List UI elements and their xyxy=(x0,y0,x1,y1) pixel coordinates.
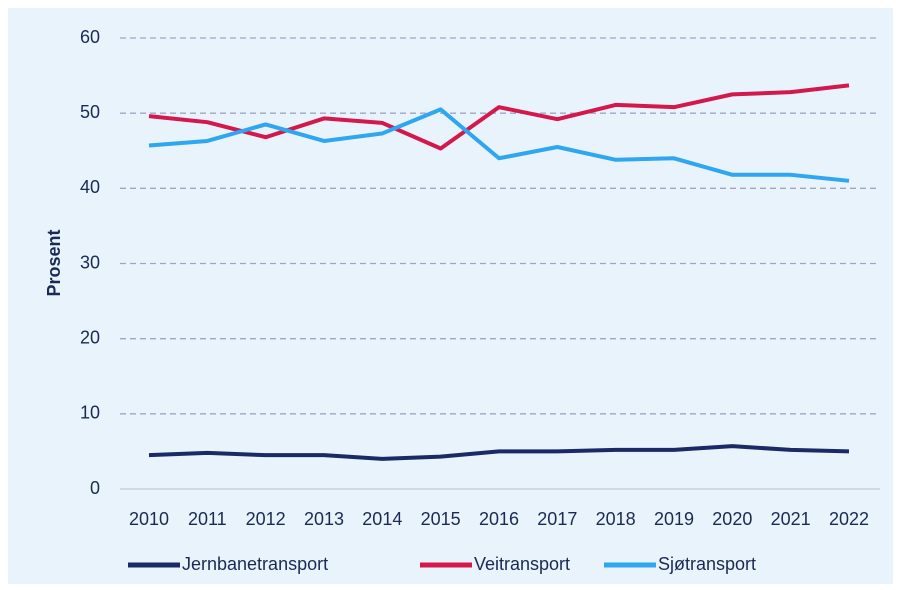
x-tick-label: 2014 xyxy=(362,509,402,529)
y-tick-label: 30 xyxy=(80,252,100,272)
x-tick-label: 2022 xyxy=(829,509,869,529)
x-tick-label: 2015 xyxy=(421,509,461,529)
x-tick-label: 2013 xyxy=(304,509,344,529)
chart-background xyxy=(8,8,893,584)
x-tick-label: 2021 xyxy=(771,509,811,529)
legend-label: Sjøtransport xyxy=(658,554,756,574)
legend-label: Jernbanetransport xyxy=(182,554,328,574)
line-series xyxy=(148,444,850,461)
y-axis-label: Prosent xyxy=(44,229,64,296)
y-tick-label: 0 xyxy=(90,478,100,498)
x-tick-label: 2018 xyxy=(596,509,636,529)
y-tick-label: 40 xyxy=(80,177,100,197)
line-series xyxy=(148,107,850,183)
y-tick-label: 10 xyxy=(80,403,100,423)
y-tick-label: 20 xyxy=(80,327,100,347)
line-series xyxy=(148,83,850,151)
x-tick-label: 2020 xyxy=(712,509,752,529)
x-tick-label: 2012 xyxy=(246,509,286,529)
x-tick-label: 2016 xyxy=(479,509,519,529)
x-tick-label: 2019 xyxy=(654,509,694,529)
y-tick-label: 50 xyxy=(80,102,100,122)
y-tick-label: 60 xyxy=(80,27,100,47)
x-tick-label: 2010 xyxy=(129,509,169,529)
x-tick-label: 2011 xyxy=(188,509,227,529)
legend-label: Veitransport xyxy=(474,554,570,574)
x-tick-label: 2017 xyxy=(537,509,577,529)
